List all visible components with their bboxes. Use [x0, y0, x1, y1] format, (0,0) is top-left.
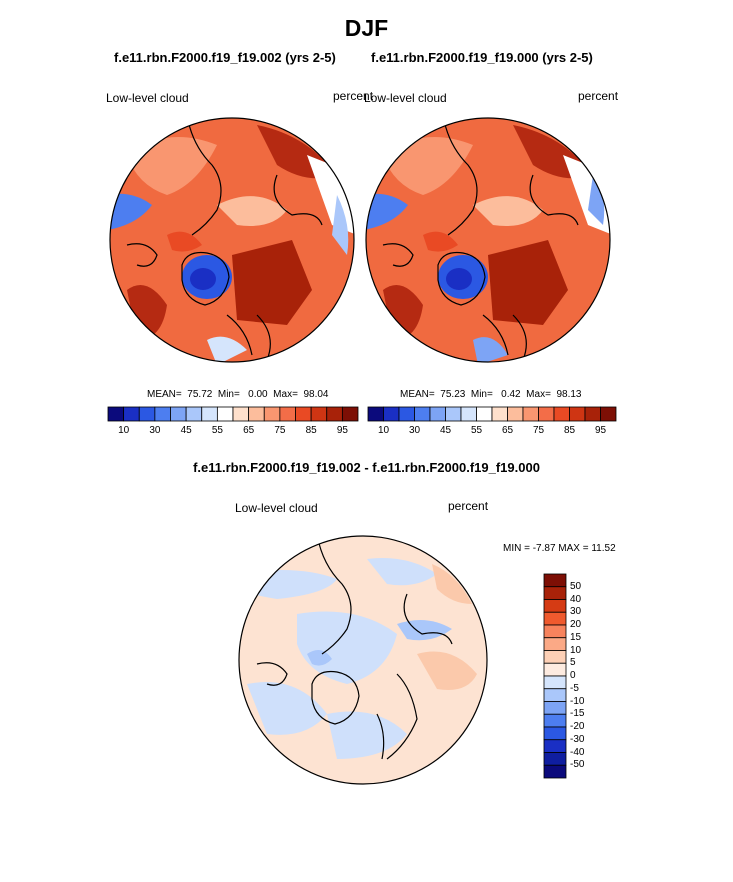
colorbar-panel2-tick-label: 30 — [408, 425, 421, 436]
case-title-left: f.e11.rbn.F2000.f19_f19.002 (yrs 2-5) — [114, 50, 336, 65]
colorbar-panel1-swatch — [263, 406, 281, 422]
colorbar-diff-swatch — [543, 701, 567, 715]
colorbar-panel2-tick-label: 75 — [532, 425, 545, 436]
polar-map-2 — [365, 117, 611, 363]
panel2-stats: MEAN= 75.23 Min= 0.42 Max= 98.13 — [400, 389, 582, 400]
case-title-right: f.e11.rbn.F2000.f19_f19.000 (yrs 2-5) — [371, 50, 593, 65]
diff-min-max: MIN = -7.87 MAX = 11.52 — [503, 543, 616, 554]
colorbar-diff-swatch — [543, 675, 567, 690]
colorbar-panel2-tick-label: 55 — [470, 425, 483, 436]
colorbar-diff-tick-label: -20 — [570, 721, 585, 732]
colorbar-panel2-tick-label: 95 — [594, 425, 607, 436]
colorbar-panel2-swatch — [367, 406, 384, 422]
colorbar-panel2-swatch — [569, 406, 586, 422]
colorbar-diff-swatch — [543, 650, 567, 664]
diff-variable-label: Low-level cloud — [235, 501, 318, 515]
colorbar-panel2-swatch — [398, 406, 415, 422]
colorbar-panel1-tick-label: 45 — [180, 425, 192, 436]
colorbar-panel1-swatch — [232, 406, 250, 422]
colorbar-panel1-swatch — [310, 406, 328, 422]
colorbar-panel1-tick-label: 95 — [336, 425, 348, 436]
colorbar-panel2-swatch — [491, 406, 508, 422]
colorbar-panel1-swatch — [326, 406, 343, 422]
colorbar-panel2-swatch — [414, 406, 431, 422]
colorbar-diff-tick-label: -5 — [570, 682, 579, 694]
colorbar-panel1-swatch — [248, 406, 265, 422]
colorbar-diff-tick-label: 15 — [570, 631, 582, 643]
colorbar-panel1-swatch — [279, 406, 296, 422]
colorbar-diff-tick-label: 0 — [570, 670, 576, 681]
panel2-variable-label: Low-level cloud — [364, 91, 447, 105]
colorbar-diff-swatch — [543, 637, 567, 651]
colorbar-panel1-swatch — [341, 406, 359, 422]
colorbar-panel2-swatch — [476, 406, 493, 422]
colorbar-panel1-swatch — [295, 406, 312, 422]
diff-title: f.e11.rbn.F2000.f19_f19.002 - f.e11.rbn.… — [193, 460, 540, 475]
panel1-units-label: percent — [333, 89, 374, 103]
colorbar-panel1-tick-label: 65 — [243, 425, 255, 436]
colorbar-panel2-swatch — [445, 406, 462, 422]
colorbar-diff-swatch — [543, 739, 567, 753]
colorbar-panel1-tick-label: 55 — [211, 425, 223, 436]
colorbar-panel1-swatch — [138, 406, 156, 422]
colorbar-diff-tick-label: -30 — [570, 733, 585, 745]
colorbar-panel1-swatch — [185, 406, 203, 422]
colorbar-diff-swatch — [543, 688, 567, 702]
colorbar-panel2-tick-label: 85 — [563, 425, 576, 436]
colorbar-panel1-tick-label: 10 — [118, 425, 130, 436]
colorbar-diff-swatch — [543, 599, 567, 613]
polar-map-diff — [238, 535, 488, 785]
colorbar-panel1-tick-label: 85 — [305, 425, 317, 436]
colorbar-panel1-swatch — [154, 406, 171, 422]
colorbar-panel2-tick-label: 65 — [501, 425, 514, 436]
colorbar-diff-swatch — [543, 611, 567, 626]
colorbar-panel2-tick-label: 45 — [439, 425, 452, 436]
season-title: DJF — [344, 15, 389, 41]
colorbar-diff-swatch — [543, 752, 567, 766]
colorbar-diff-swatch — [543, 726, 567, 741]
colorbar-panel1-swatch — [216, 406, 234, 422]
colorbar-diff-swatch — [543, 586, 567, 600]
colorbar-diff-swatch — [543, 624, 567, 639]
colorbar-panel2-swatch — [429, 406, 446, 422]
panel1-variable-label: Low-level cloud — [106, 91, 189, 105]
colorbar-diff-tick-label: 30 — [570, 606, 582, 618]
colorbar-panel1-tick-label: 30 — [149, 425, 161, 436]
colorbar-panel2-swatch — [600, 406, 617, 422]
colorbar-panel2-swatch — [507, 406, 524, 422]
colorbar-diff — [543, 573, 567, 779]
colorbar-panel2 — [367, 406, 617, 422]
colorbar-panel1 — [107, 406, 359, 422]
colorbar-diff-swatch — [543, 662, 567, 677]
panel1-stats: MEAN= 75.72 Min= 0.00 Max= 98.04 — [147, 389, 329, 400]
colorbar-diff-tick-label: -50 — [570, 759, 585, 771]
colorbar-panel2-swatch — [383, 406, 400, 422]
colorbar-diff-swatch — [543, 713, 567, 728]
colorbar-diff-tick-label: 5 — [570, 657, 576, 669]
colorbar-diff-tick-label: 20 — [570, 619, 582, 630]
colorbar-diff-tick-label: -10 — [570, 695, 585, 707]
colorbar-panel1-swatch — [107, 406, 125, 422]
colorbar-diff-swatch — [543, 573, 567, 588]
diff-units-label: percent — [448, 499, 489, 513]
colorbar-panel2-swatch — [538, 406, 555, 422]
colorbar-diff-tick-label: -40 — [570, 746, 585, 758]
colorbar-diff-swatch — [543, 764, 567, 779]
colorbar-panel1-swatch — [123, 406, 140, 422]
colorbar-panel2-swatch — [584, 406, 601, 422]
colorbar-panel2-swatch — [522, 406, 539, 422]
colorbar-diff-tick-label: 10 — [570, 644, 582, 656]
colorbar-panel1-tick-label: 75 — [274, 425, 286, 436]
panel2-units-label: percent — [578, 89, 619, 103]
colorbar-panel2-swatch — [553, 406, 570, 422]
colorbar-diff-tick-label: 40 — [570, 593, 582, 605]
colorbar-diff-tick-label: 50 — [570, 580, 582, 592]
colorbar-panel2-tick-label: 10 — [377, 425, 390, 436]
colorbar-panel2-swatch — [460, 406, 477, 422]
colorbar-diff-tick-label: -15 — [570, 708, 585, 720]
polar-map-1 — [109, 117, 355, 363]
colorbar-panel1-swatch — [170, 406, 187, 422]
colorbar-panel1-swatch — [201, 406, 218, 422]
